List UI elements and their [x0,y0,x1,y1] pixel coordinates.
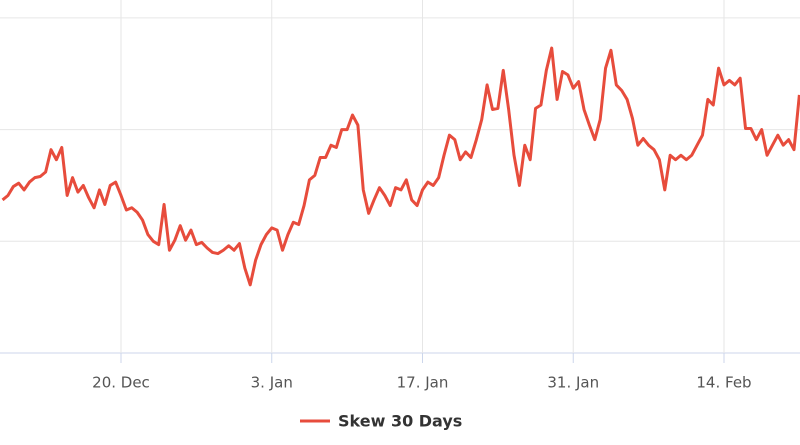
x-tick-label: 17. Jan [397,374,449,392]
line [1,46,800,287]
x-tick-label: 3. Jan [251,374,293,392]
x-tick-label: 31. Jan [547,374,599,392]
x-tick-label: 20. Dec [92,374,150,392]
legend-label: Skew 30 Days [338,412,462,431]
x-tick-label: 14. Feb [696,374,751,392]
